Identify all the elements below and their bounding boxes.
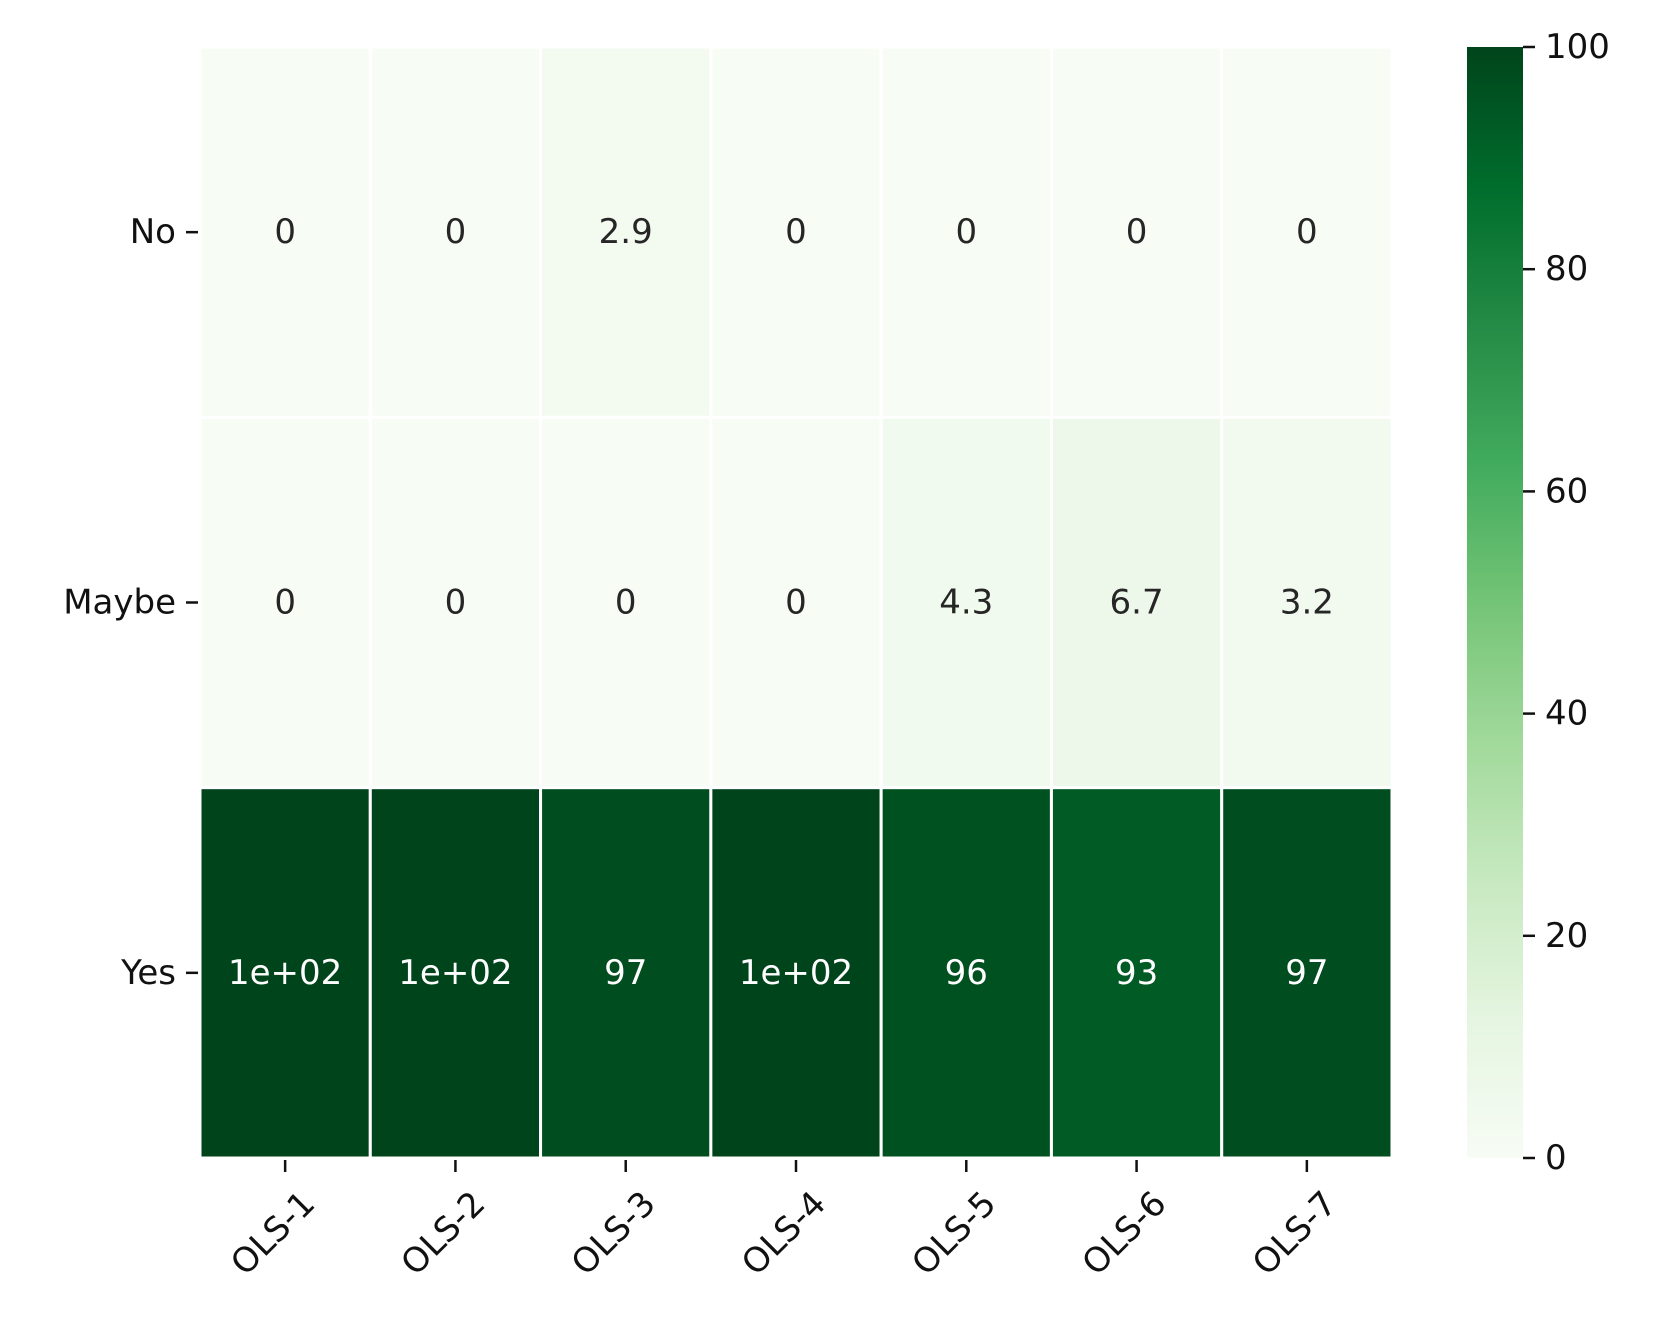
- cell-value-label: 0: [615, 583, 637, 623]
- cell-value-label: 4.3: [939, 583, 993, 623]
- y-tick-label: Yes: [120, 953, 176, 993]
- x-tick-label: OLS-1: [223, 1184, 323, 1284]
- heatmap-cell: [1049, 786, 1224, 1160]
- heatmap-cell: [539, 45, 713, 419]
- x-tick-label: OLS-4: [734, 1184, 834, 1284]
- heatmap-cell: [539, 415, 713, 790]
- cell-value-label: 0: [785, 583, 807, 623]
- heatmap-cell: [1220, 786, 1394, 1160]
- heatmap-cell: [879, 45, 1053, 419]
- cell-value-label: 6.7: [1110, 583, 1164, 623]
- colorbar-gradient: [1467, 47, 1523, 1158]
- cell-value-label: 0: [274, 212, 296, 252]
- cell-value-label: 0: [785, 212, 807, 252]
- heatmap-cell: [198, 45, 372, 419]
- heatmap-cell: [709, 45, 883, 419]
- y-tick-label: Maybe: [63, 583, 176, 623]
- cell-value-label: 97: [604, 953, 647, 993]
- cell-value-label: 2.9: [599, 212, 653, 252]
- heatmap-cell: [368, 45, 543, 419]
- cell-value-label: 0: [955, 212, 977, 252]
- cell-value-label: 93: [1115, 953, 1158, 993]
- x-tick-label: OLS-7: [1245, 1184, 1345, 1284]
- colorbar-tick-label: 60: [1545, 471, 1588, 511]
- cell-value-label: 0: [1296, 212, 1318, 252]
- x-tick-label: OLS-6: [1075, 1184, 1175, 1284]
- x-axis: OLS-1 OLS-2 OLS-3 OLS-4 OLS-5 OLS-6 OLS-7: [223, 1160, 1345, 1283]
- heatmap-cell: [539, 786, 713, 1160]
- y-axis: No Maybe Yes: [63, 212, 198, 993]
- x-tick-label: OLS-3: [564, 1184, 664, 1284]
- cell-value-label: 0: [445, 583, 467, 623]
- x-tick-label: OLS-2: [393, 1184, 493, 1284]
- cell-value-label: 0: [445, 212, 467, 252]
- cell-value-label: 0: [274, 583, 296, 623]
- colorbar: 0 20 40 60 80 100: [1467, 27, 1610, 1178]
- cell-value-label: 3.2: [1280, 583, 1334, 623]
- heatmap-cells: [198, 45, 1394, 1160]
- y-tick-label: No: [130, 212, 176, 252]
- cell-value-label: 1e+02: [398, 953, 512, 993]
- heatmap-cell: [1049, 45, 1224, 419]
- heatmap-cell-labels: 0 0 2.9 0 0 0 0 0 0 0 0 4.3 6.7 3.2 1e+02 1e+02 97 1e+02 9…: [228, 212, 1334, 993]
- colorbar-tick-label: 20: [1545, 916, 1588, 956]
- cell-value-label: 97: [1285, 953, 1328, 993]
- cell-value-label: 0: [1126, 212, 1148, 252]
- cell-value-label: 1e+02: [739, 953, 853, 993]
- heatmap-cell: [1049, 415, 1224, 790]
- colorbar-tick-label: 0: [1545, 1138, 1567, 1178]
- colorbar-tick-label: 80: [1545, 249, 1588, 289]
- heatmap-cell: [709, 786, 883, 1160]
- colorbar-tick-label: 40: [1545, 694, 1588, 734]
- colorbar-tick-label: 100: [1545, 27, 1610, 67]
- cell-value-label: 96: [945, 953, 988, 993]
- x-tick-label: OLS-5: [904, 1184, 1004, 1284]
- cell-value-label: 1e+02: [228, 953, 342, 993]
- heatmap-cell: [879, 415, 1053, 790]
- heatmap-cell: [1220, 415, 1394, 790]
- heatmap-cell: [879, 786, 1053, 1160]
- heatmap-cell: [368, 786, 543, 1160]
- heatmap-cell: [198, 415, 372, 790]
